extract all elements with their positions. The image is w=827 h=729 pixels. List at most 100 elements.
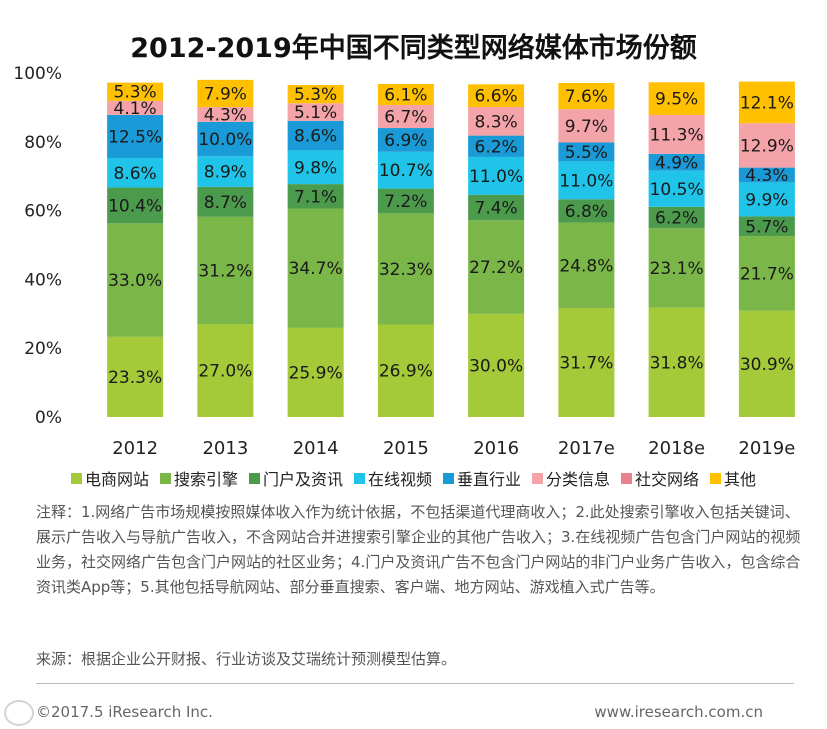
y-tick-label: 20% (24, 339, 62, 359)
divider (36, 683, 794, 684)
legend-label: 在线视频 (367, 470, 432, 489)
bar-segment (377, 128, 434, 152)
data-label: 30.0% (469, 356, 523, 376)
data-label: 21.7% (740, 264, 794, 284)
bar-segment (107, 157, 164, 188)
data-label: 8.6% (114, 164, 157, 184)
legend-label: 分类信息 (546, 470, 611, 489)
data-label: 12.5% (108, 127, 162, 147)
bar-segment (468, 135, 525, 157)
bar-segment (648, 153, 705, 171)
data-label: 24.8% (559, 256, 613, 276)
copyright-text: ©2017.5 iResearch Inc. (36, 703, 213, 721)
legend-swatch (532, 472, 544, 484)
bar-segment (738, 236, 795, 311)
bar-segment (468, 107, 525, 136)
chart-legend: 电商网站 搜索引擎 门户及资讯 在线视频 垂直行业 分类信息 社交网络 其他 (0, 466, 827, 490)
bar-segment (287, 120, 344, 151)
data-label: 23.1% (650, 259, 704, 279)
legend-label: 电商网站 (84, 470, 149, 489)
bar-segment (197, 121, 254, 157)
data-label: 9.7% (565, 117, 608, 137)
x-tick-label: 2013 (202, 438, 248, 459)
watermark-logo-icon (4, 700, 34, 726)
bar-segment (197, 79, 254, 108)
legend-item: 垂直行业 (443, 466, 521, 490)
bar-segment (648, 206, 705, 229)
bar-segment (287, 103, 344, 121)
bar-segment (197, 107, 254, 122)
legend-item: 门户及资讯 (248, 466, 343, 490)
data-label: 5.7% (745, 217, 788, 237)
data-label: 5.3% (294, 85, 337, 105)
bar-segment (738, 216, 795, 237)
data-label: 10.4% (108, 196, 162, 216)
legend-label: 门户及资讯 (262, 470, 343, 489)
data-label: 8.6% (294, 127, 337, 147)
data-label: 30.9% (740, 355, 794, 375)
legend-item: 社交网络 (621, 466, 699, 490)
bar-segment (287, 184, 344, 209)
data-label: 32.3% (379, 260, 433, 280)
data-label: 23.3% (108, 368, 162, 388)
data-label: 6.6% (475, 87, 518, 107)
data-label: 31.2% (198, 261, 252, 281)
data-label: 8.3% (475, 112, 518, 132)
bar-segment (558, 109, 615, 143)
data-label: 25.9% (289, 363, 343, 383)
x-tick-label: 2012 (112, 438, 158, 459)
data-label: 34.7% (289, 259, 343, 279)
legend-item: 电商网站 (70, 466, 149, 490)
legend-item: 分类信息 (532, 466, 610, 490)
legend-item: 其他 (710, 466, 756, 490)
data-label: 9.9% (745, 190, 788, 210)
bar-segment (377, 213, 434, 325)
chart-title: 2012-2019年中国不同类型网络媒体市场份额 (130, 33, 697, 64)
data-label: 31.7% (559, 353, 613, 373)
data-label: 27.2% (469, 258, 523, 278)
legend-label: 其他 (724, 470, 757, 489)
bar-segment (738, 123, 795, 168)
bar-segment (468, 156, 525, 195)
y-tick-label: 60% (24, 202, 62, 222)
data-label: 5.1% (294, 103, 337, 123)
bar-segment (468, 84, 525, 108)
y-tick-label: 0% (35, 408, 62, 428)
legend-swatch (159, 472, 171, 484)
data-label: 6.9% (384, 131, 427, 151)
bar-segment (107, 114, 164, 158)
data-label: 11.3% (650, 125, 704, 145)
bar-segment (738, 167, 795, 183)
y-tick-label: 100% (13, 64, 62, 84)
data-label: 5.3% (114, 83, 157, 103)
bar-segment (738, 310, 795, 417)
bar-segment (377, 324, 434, 417)
data-label: 10.5% (650, 180, 704, 200)
data-label: 31.8% (650, 353, 704, 373)
data-label: 7.1% (294, 187, 337, 207)
bar-segment (287, 208, 344, 328)
x-tick-label: 2018e (648, 438, 705, 459)
legend-swatch (248, 472, 260, 484)
bar-segment (287, 85, 344, 104)
data-label: 12.9% (740, 136, 794, 156)
bar-segment (468, 313, 525, 417)
legend-swatch (353, 472, 365, 484)
data-label: 8.7% (204, 193, 247, 213)
data-label: 4.1% (114, 99, 157, 119)
data-label: 7.2% (384, 192, 427, 212)
bar-segment (107, 223, 164, 337)
x-tick-label: 2016 (473, 438, 519, 459)
data-label: 5.5% (565, 143, 608, 163)
legend-item: 在线视频 (353, 466, 432, 490)
website-link[interactable]: www.iresearch.com.cn (594, 703, 763, 721)
data-label: 7.9% (204, 84, 247, 104)
legend-label: 搜索引擎 (173, 470, 238, 489)
bar-segment (107, 82, 164, 101)
x-tick-label: 2019e (738, 438, 795, 459)
x-tick-label: 2014 (293, 438, 339, 459)
bar-segment (197, 156, 254, 187)
data-label: 6.2% (475, 137, 518, 157)
data-label: 4.9% (655, 153, 698, 173)
legend-swatch (621, 472, 633, 484)
